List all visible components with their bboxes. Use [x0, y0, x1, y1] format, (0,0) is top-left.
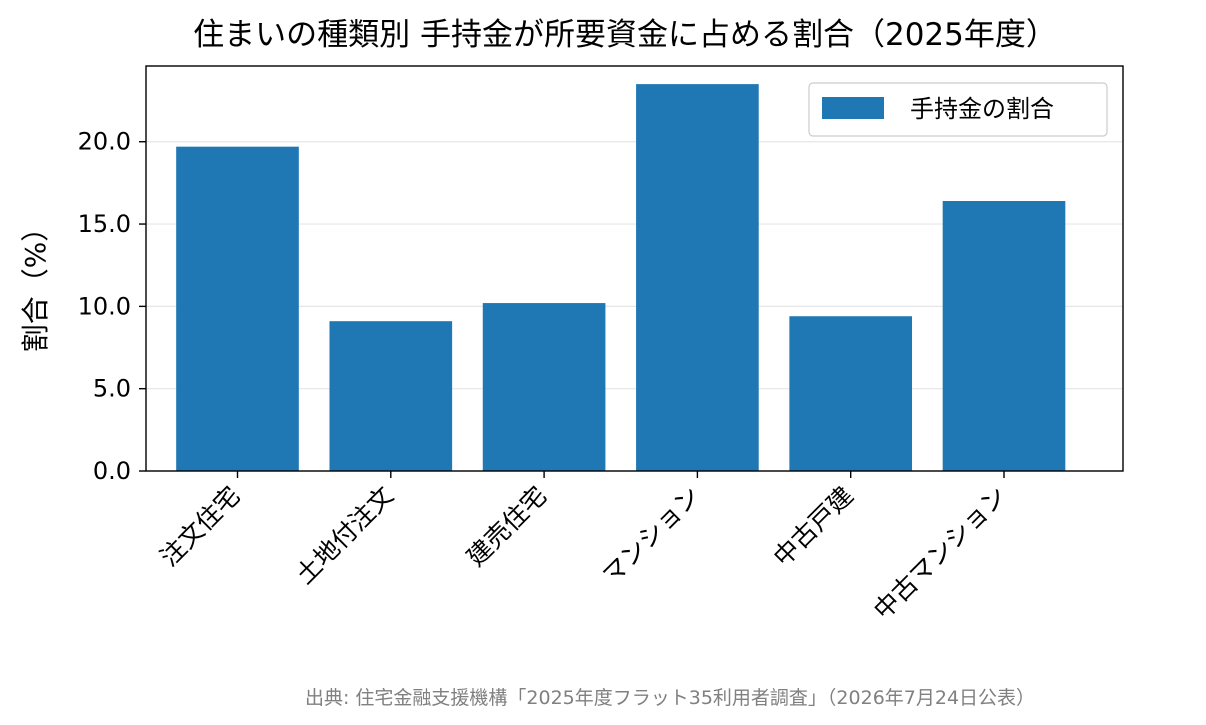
x-tick-label: 土地付注文 — [290, 481, 399, 590]
y-tick-label: 20.0 — [78, 128, 131, 156]
legend-label: 手持金の割合 — [910, 95, 1054, 123]
y-tick-label: 15.0 — [78, 210, 131, 238]
y-tick-label: 0.0 — [93, 457, 131, 485]
plot-frame — [145, 65, 1124, 472]
bar — [329, 321, 453, 471]
bar — [789, 316, 913, 471]
x-axis: 注文住宅 土地付注文 建売住宅 マンション 中古戸建 中古マンション — [155, 471, 1012, 625]
y-tick-label: 5.0 — [93, 375, 131, 403]
x-tick-label: 注文住宅 — [155, 481, 246, 572]
legend-swatch — [822, 97, 884, 119]
bars — [176, 84, 1066, 472]
legend-box — [808, 82, 1108, 137]
x-tick-label: 中古戸建 — [768, 481, 859, 572]
source-note: 出典: 住宅金融支援機構「2025年度フラット35利用者調査」（2026年7月2… — [305, 687, 1035, 709]
x-tick-label: マンション — [597, 481, 706, 590]
x-tick-label: 建売住宅 — [461, 481, 552, 572]
bar — [942, 201, 1066, 471]
chart-title: 住まいの種類別 手持金が所要資金に占める割合（2025年度） — [193, 17, 1057, 53]
bar — [176, 146, 299, 472]
y-tick-label: 10.0 — [78, 292, 131, 320]
y-axis: 0.0 5.0 10.0 15.0 20.0 — [78, 128, 146, 485]
x-tick-label: 中古マンション — [868, 481, 1012, 625]
legend: 手持金の割合 — [808, 82, 1108, 137]
y-axis-label: 割合（%） — [19, 214, 52, 353]
bar — [636, 84, 759, 472]
bar — [482, 303, 606, 471]
